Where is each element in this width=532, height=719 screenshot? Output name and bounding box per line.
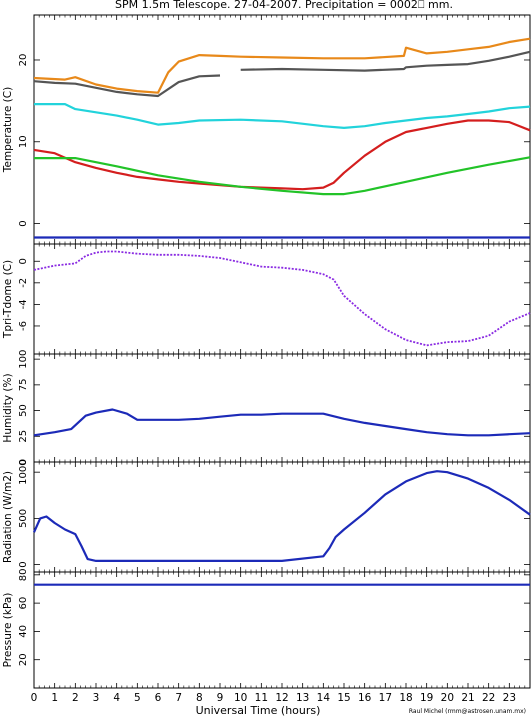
series-line-3	[34, 103, 531, 129]
panel-4: 0 500 1000 Radiation (W/m2)	[2, 459, 531, 573]
panel-frame	[33, 14, 531, 245]
y-tick-label: 20	[18, 54, 29, 67]
x-tick-label: 16	[358, 692, 372, 704]
y-tick-label: 0	[18, 561, 29, 567]
y-tick-label: 100	[18, 350, 29, 369]
y-tick-label: 75	[18, 378, 29, 391]
figure-title: SPM 1.5m Telescope. 27-04-2007. Precipit…	[115, 0, 453, 11]
x-tick-label: 18	[399, 692, 412, 704]
panel-frame	[33, 353, 531, 463]
y-axis-label: Pressure (kPa)	[2, 593, 14, 668]
series-line-1	[32, 470, 531, 562]
y-tick-label: 0	[18, 258, 29, 264]
y-axis-label: Temperature (C)	[2, 87, 14, 173]
y-axis-label: Radiation (W/m2)	[2, 471, 14, 563]
y-axis-label: Humidity (%)	[2, 373, 14, 442]
x-tick-label: 14	[317, 692, 331, 704]
y-tick-label: -4	[18, 299, 29, 309]
x-tick-label: 15	[337, 692, 350, 704]
x-tick-label: 19	[420, 692, 433, 704]
x-tick-label: 6	[155, 692, 162, 704]
x-tick-label: 17	[379, 692, 392, 704]
panel-frame	[33, 243, 531, 355]
y-tick-label: 1000	[18, 459, 29, 484]
y-tick-label: 50	[18, 404, 29, 417]
y-tick-label: 10	[18, 135, 29, 148]
x-tick-label: 1	[51, 692, 58, 704]
y-tick-label: 40	[18, 625, 29, 638]
panel-2: -6 -4 -2 0 Tpri-Tdome (C)	[2, 243, 531, 355]
x-tick-label: 7	[175, 692, 182, 704]
y-tick-label: -2	[18, 278, 29, 288]
series-line-4	[33, 119, 531, 191]
y-tick-label: 500	[18, 509, 29, 528]
x-tick-label: 10	[234, 692, 247, 704]
x-tick-label: 12	[275, 692, 288, 704]
x-tick-label: 22	[482, 692, 495, 704]
y-axis-label: Tpri-Tdome (C)	[2, 260, 14, 339]
x-tick-label: 23	[503, 692, 516, 704]
series-line-1	[33, 408, 531, 437]
panel-1: 0 10 20 Temperature (C)	[2, 14, 531, 245]
y-tick-label: 20	[18, 653, 29, 666]
x-tick-label: 21	[461, 692, 474, 704]
x-tick-label: 13	[296, 692, 309, 704]
x-tick-label: 0	[31, 692, 38, 704]
x-tick-label: 8	[196, 692, 203, 704]
y-tick-label: 0	[18, 220, 29, 226]
x-tick-label: 2	[72, 692, 79, 704]
series-line-1	[33, 37, 531, 94]
x-tick-label: 5	[134, 692, 141, 704]
x-tick-label: 9	[217, 692, 224, 704]
panel-3: 0 25 50 75 100 Humidity (%)	[2, 350, 531, 465]
panel-5: 20 40 60 80 Pressure (kPa)	[2, 568, 531, 689]
y-tick-label: 80	[18, 568, 29, 581]
y-tick-label: 0	[18, 459, 29, 465]
series-line-5	[34, 156, 531, 196]
y-tick-label: 25	[18, 430, 29, 443]
y-tick-label: 60	[18, 597, 29, 610]
series-line-2	[33, 50, 531, 98]
credit-text: Raul Michel (rmm@astrosen.unam.mx)	[409, 708, 526, 715]
x-tick-label: 4	[113, 692, 120, 704]
panel-frame	[33, 571, 531, 689]
x-tick-label: 11	[255, 692, 268, 704]
x-tick-label: 3	[93, 692, 100, 704]
y-tick-label: -6	[18, 321, 29, 331]
series-line-1	[33, 250, 531, 347]
x-tick-label: 20	[441, 692, 454, 704]
x-axis-label: Universal Time (hours)	[196, 704, 321, 717]
panel-frame	[33, 461, 531, 573]
